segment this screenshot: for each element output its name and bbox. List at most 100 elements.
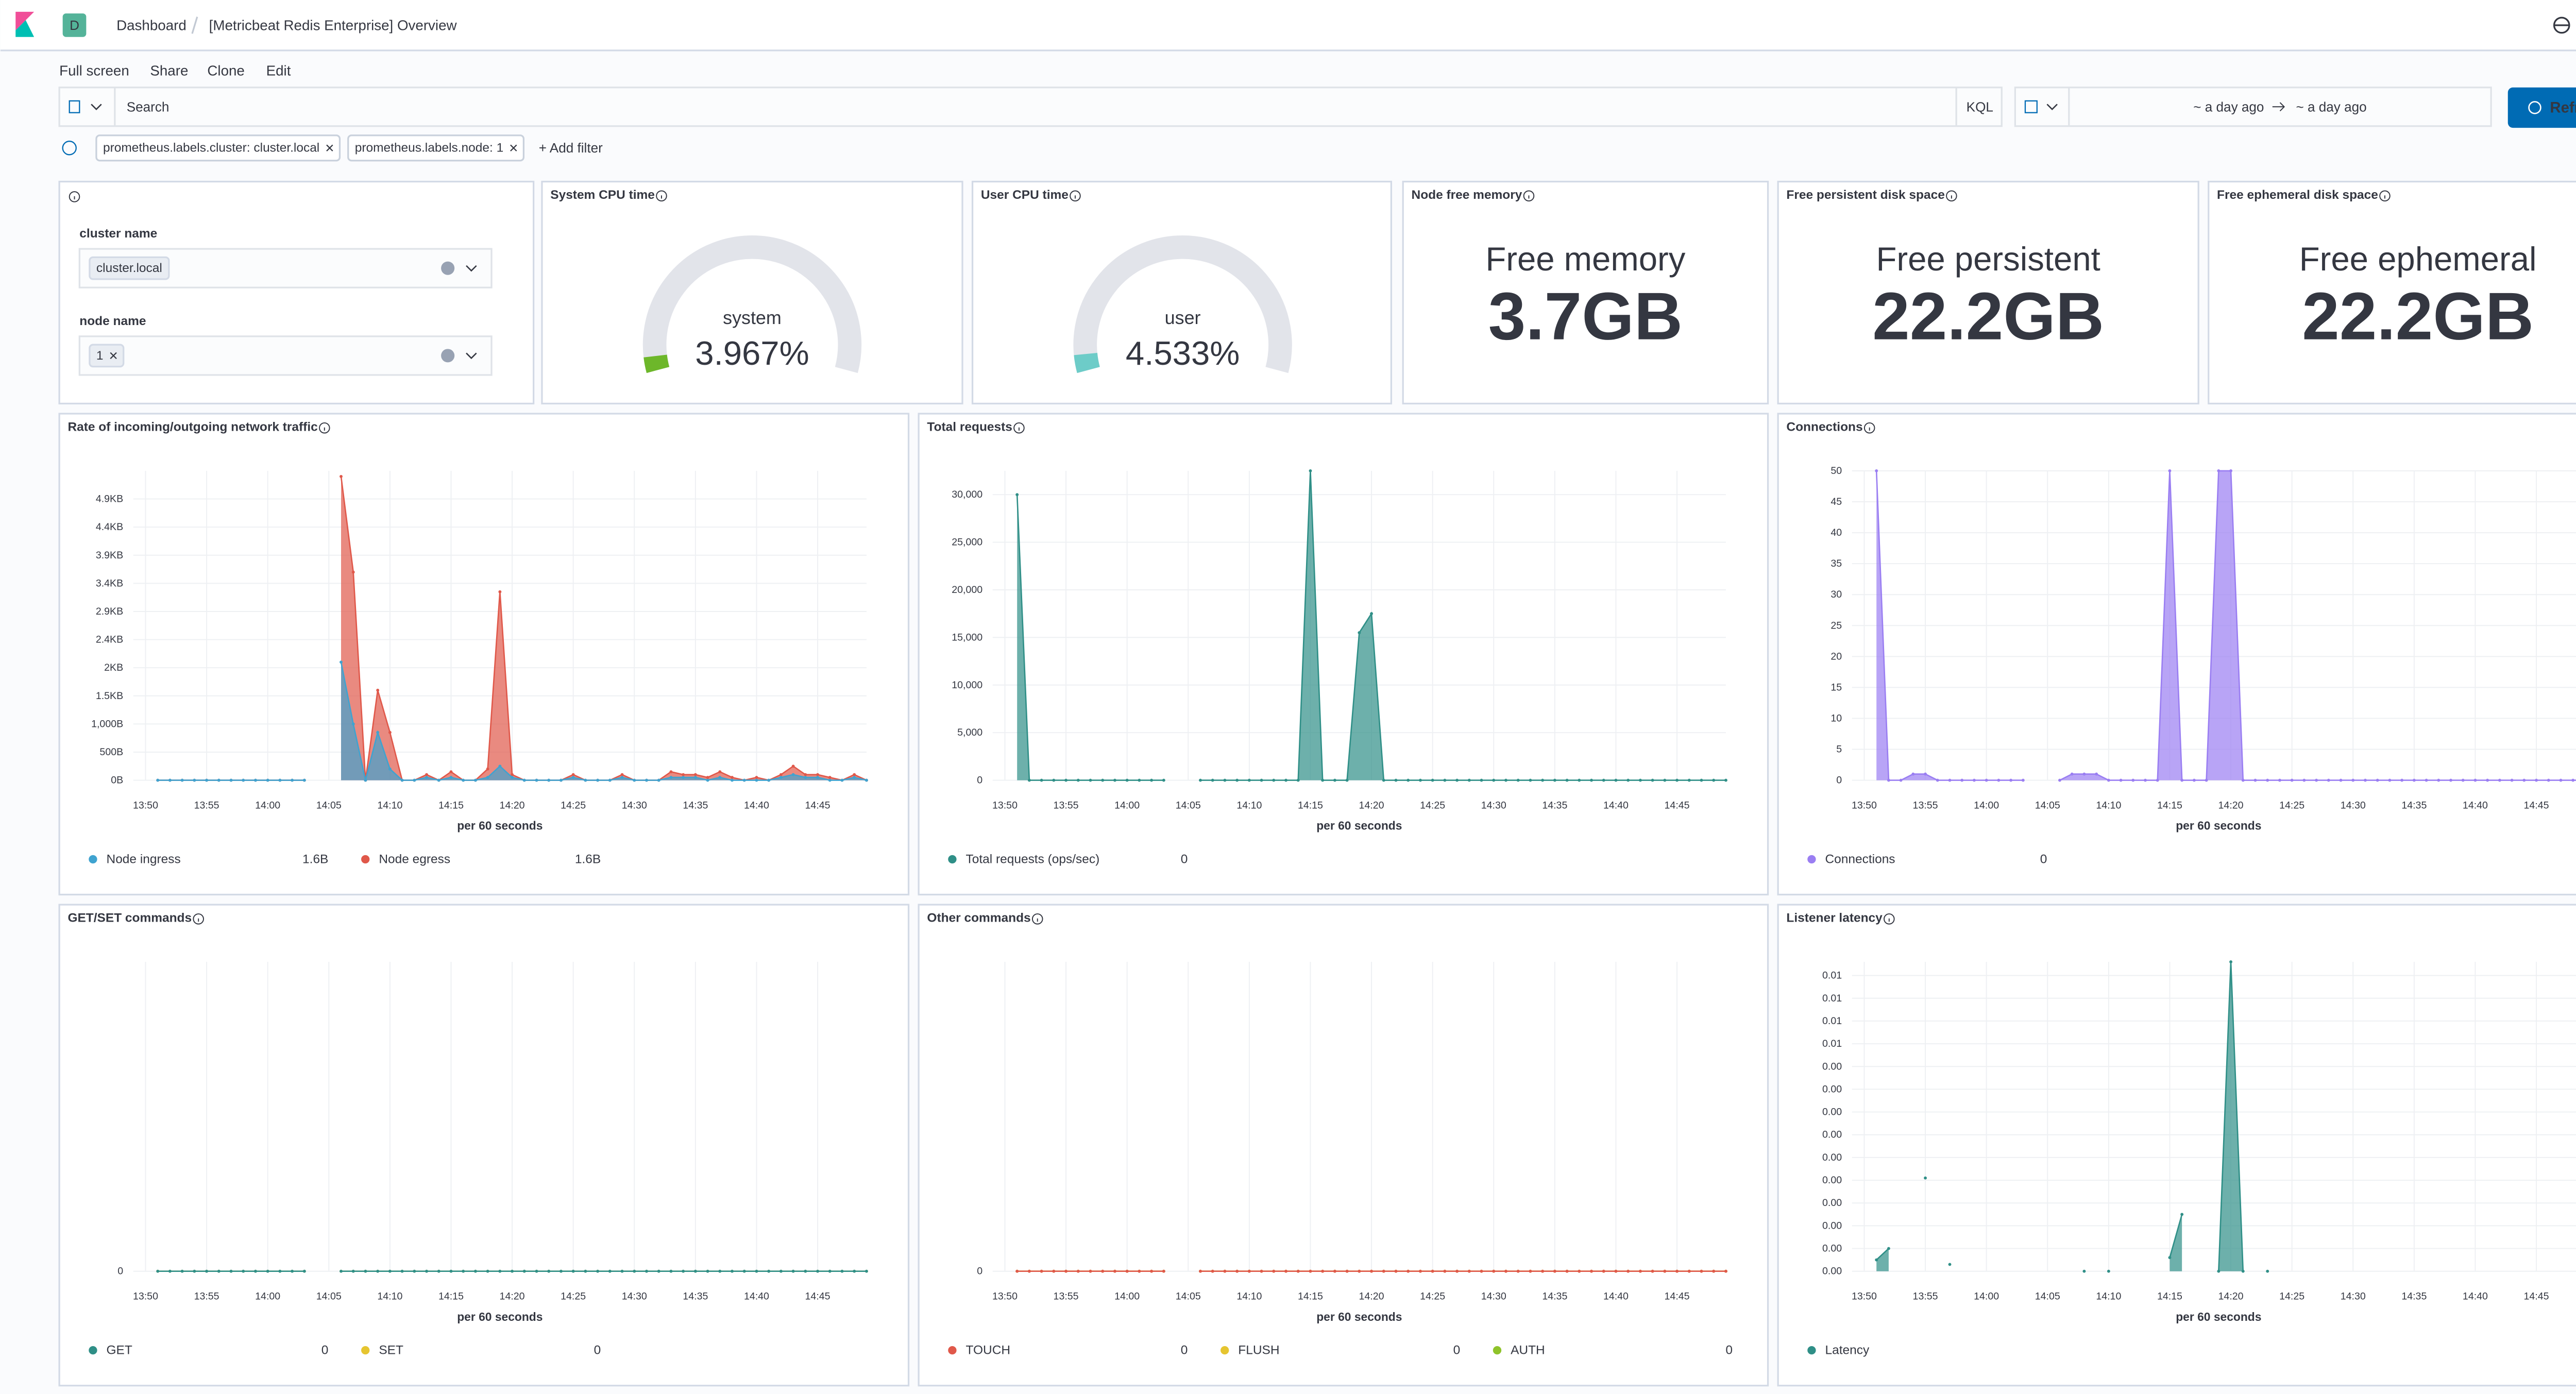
legend-swatch[interactable] — [1807, 1346, 1816, 1355]
saved-query-icon[interactable] — [69, 100, 80, 113]
refresh-label[interactable]: Refresh — [2550, 99, 2576, 116]
info-icon[interactable] — [69, 191, 80, 202]
info-icon[interactable] — [1523, 190, 1535, 202]
data-point — [693, 776, 697, 779]
legend-swatch[interactable] — [1493, 1346, 1502, 1355]
data-point — [2473, 778, 2477, 782]
info-icon[interactable] — [319, 422, 330, 434]
logo[interactable] — [15, 11, 35, 37]
x-tick-label: 14:40 — [2463, 800, 2488, 811]
filter-pill[interactable] — [95, 134, 341, 162]
info-icon[interactable] — [1031, 913, 1043, 925]
data-point — [498, 764, 502, 768]
data-point — [1578, 778, 1581, 782]
query-language[interactable]: KQL — [1967, 99, 1993, 114]
filter-pill[interactable] — [347, 134, 524, 162]
legend-swatch[interactable] — [89, 855, 97, 864]
filter-menu-icon[interactable] — [62, 141, 77, 156]
legend-swatch[interactable] — [948, 1346, 957, 1355]
data-point — [1015, 1269, 1019, 1273]
legend-label[interactable]: Total requests (ops/sec) — [966, 852, 1100, 866]
control-combo[interactable] — [78, 335, 493, 376]
info-icon[interactable] — [1946, 190, 1957, 202]
data-point — [706, 778, 709, 782]
data-point — [1309, 1269, 1312, 1273]
chevron-icon[interactable] — [91, 104, 102, 111]
remove-icon[interactable] — [510, 144, 517, 151]
data-point — [205, 1269, 209, 1273]
date-start[interactable]: ~ a day ago — [2193, 99, 2264, 114]
x-axis-label: per 60 seconds — [2176, 819, 2261, 832]
legend-label[interactable]: SET — [379, 1344, 403, 1357]
menu-link[interactable]: Full screen — [59, 63, 129, 79]
data-point — [486, 767, 489, 771]
legend-label[interactable]: AUTH — [1511, 1344, 1545, 1357]
panel-title: Free ephemeral disk space — [2217, 188, 2378, 202]
info-icon[interactable] — [1070, 190, 1081, 202]
legend-swatch[interactable] — [89, 1346, 97, 1355]
x-tick-label: 14:00 — [255, 1291, 280, 1302]
data-point — [364, 1269, 367, 1273]
data-point — [1700, 778, 1703, 782]
menu-link[interactable]: Share — [150, 63, 188, 79]
legend-swatch[interactable] — [1807, 855, 1816, 864]
add-filter[interactable]: + Add filter — [539, 140, 603, 156]
legend-swatch[interactable] — [361, 855, 370, 864]
chevron-icon[interactable] — [466, 352, 477, 360]
menu-link[interactable]: Edit — [266, 63, 291, 79]
date-picker[interactable] — [2014, 87, 2492, 127]
info-icon[interactable] — [1013, 422, 1025, 434]
info-icon[interactable] — [656, 190, 667, 202]
info-icon[interactable] — [2379, 190, 2391, 202]
legend-swatch[interactable] — [361, 1346, 370, 1355]
legend-label[interactable]: Node ingress — [107, 852, 181, 866]
legend-label[interactable]: GET — [107, 1344, 132, 1357]
data-point — [1492, 1269, 1496, 1273]
data-point — [2131, 778, 2135, 782]
search-box[interactable] — [58, 87, 2003, 127]
avatar[interactable] — [62, 13, 87, 37]
search-placeholder[interactable]: Search — [127, 99, 170, 114]
x-tick-label: 13:50 — [992, 1291, 1018, 1302]
legend-label[interactable]: Node egress — [379, 852, 450, 866]
data-point — [1321, 1269, 1325, 1273]
refresh-button[interactable] — [2507, 87, 2576, 128]
x-tick-label: 14:35 — [1542, 1291, 1567, 1302]
legend-swatch[interactable] — [1221, 1346, 1229, 1355]
data-point — [376, 1269, 380, 1273]
date-end[interactable]: ~ a day ago — [2296, 99, 2366, 114]
data-point — [2510, 778, 2514, 782]
legend-label[interactable]: FLUSH — [1238, 1344, 1279, 1357]
calendar-icon[interactable] — [2024, 100, 2038, 113]
legend-label[interactable]: TOUCH — [966, 1344, 1011, 1357]
chevron-icon[interactable] — [466, 265, 477, 272]
data-point — [400, 778, 404, 782]
remove-icon[interactable] — [110, 352, 117, 360]
data-point — [706, 776, 709, 779]
x-tick-label: 14:45 — [1665, 800, 1690, 811]
data-point — [2437, 778, 2441, 782]
legend-value: 0 — [594, 1344, 601, 1357]
data-point — [302, 778, 306, 782]
breadcrumb[interactable]: Dashboard — [116, 17, 187, 33]
chevron-icon[interactable] — [2046, 104, 2058, 111]
info-icon[interactable] — [1884, 913, 1895, 925]
clear-icon[interactable] — [441, 349, 455, 363]
help-icon[interactable] — [2553, 16, 2570, 34]
legend-swatch[interactable] — [948, 855, 957, 864]
info-icon[interactable] — [193, 913, 204, 925]
menu-link[interactable]: Clone — [207, 63, 244, 79]
clear-icon[interactable] — [441, 261, 455, 275]
x-tick-label: 13:50 — [1852, 800, 1877, 811]
legend-label[interactable]: Connections — [1825, 852, 1895, 866]
x-tick-label: 14:35 — [2401, 1291, 2427, 1302]
page-title: [Metricbeat Redis Enterprise] Overview — [209, 17, 457, 33]
info-icon[interactable] — [1863, 422, 1875, 434]
x-tick-label: 14:25 — [2279, 800, 2304, 811]
data-point — [2535, 778, 2538, 782]
x-axis-label: per 60 seconds — [1316, 819, 1402, 832]
data-point — [547, 1269, 551, 1273]
remove-icon[interactable] — [326, 144, 333, 151]
legend-label[interactable]: Latency — [1825, 1344, 1870, 1357]
